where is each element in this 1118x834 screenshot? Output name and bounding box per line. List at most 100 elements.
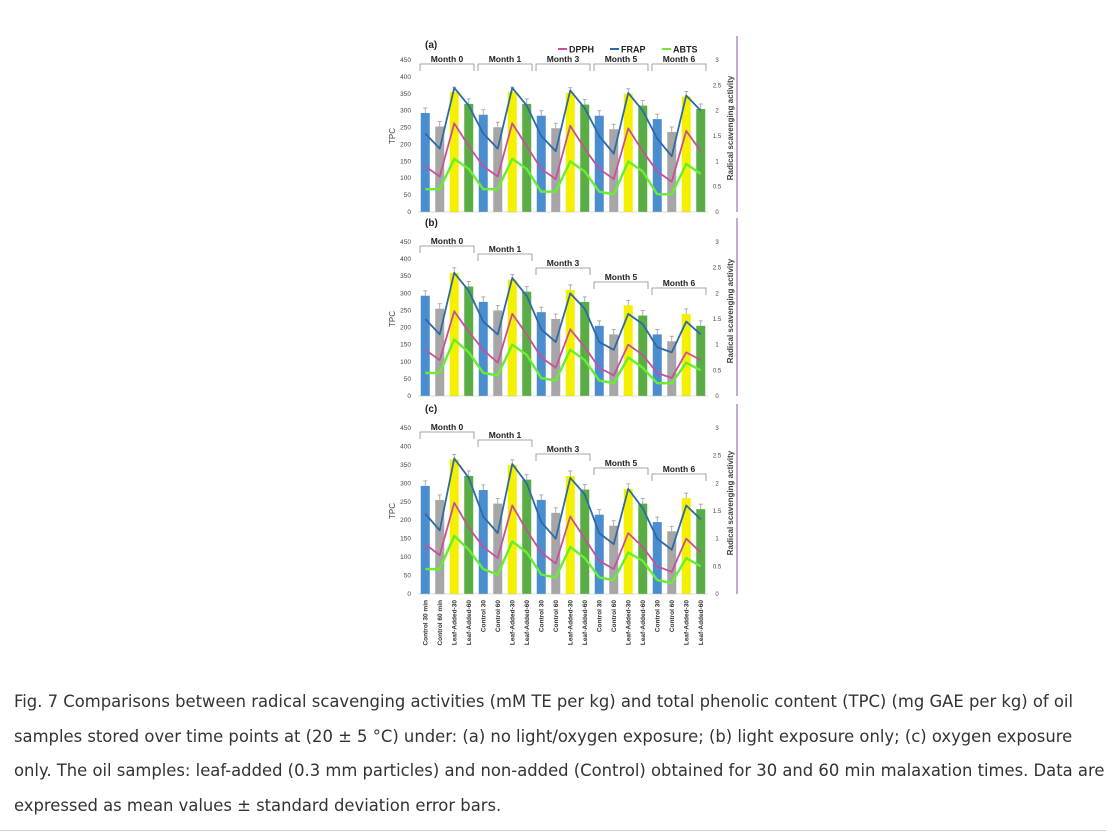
radical-tick-label: 2.5 [713, 83, 722, 89]
x-category-label: Leaf-Added-60 [524, 600, 531, 646]
tpc-bar [493, 127, 503, 212]
dpph-series-line [424, 310, 702, 379]
tpc-tick-label: 150 [400, 342, 411, 349]
panel-label: (c) [425, 404, 437, 415]
month-bracket [651, 63, 707, 71]
tpc-tick-label: 200 [400, 517, 411, 524]
tpc-bar [551, 319, 561, 396]
radical-tick-label: 2 [715, 291, 719, 297]
month-bracket [419, 431, 475, 439]
month-label: Month 5 [605, 458, 638, 468]
tpc-tick-label: 450 [400, 57, 411, 64]
abts-series-line [425, 338, 702, 385]
month-label: Month 5 [605, 272, 638, 282]
tpc-tick-label: 250 [400, 307, 411, 314]
tpc-tick-label: 300 [400, 290, 411, 297]
radical-tick-label: 0 [715, 210, 719, 216]
month-bracket [535, 453, 591, 461]
tpc-bar [536, 499, 546, 594]
x-category-label: Leaf-Added-60 [698, 600, 705, 646]
tpc-bar [507, 464, 517, 594]
month-bracket [593, 63, 649, 71]
tpc-bar [522, 479, 532, 594]
chart-svg: 050100150200250300350400450TPC00.511.522… [388, 36, 738, 646]
tpc-bar [594, 514, 604, 594]
month-bracket [477, 63, 533, 71]
x-category-label: Control 30 [654, 600, 661, 633]
month-bracket [593, 281, 649, 289]
abts-series-line [425, 157, 702, 196]
tpc-tick-label: 400 [400, 74, 411, 81]
tpc-bar [652, 522, 662, 594]
month-label: Month 5 [605, 54, 638, 64]
radical-axis-title: Radical scavenging activity [726, 450, 735, 555]
tpc-bar [551, 512, 561, 594]
tpc-tick-label: 450 [400, 425, 411, 432]
radical-tick-label: 3 [715, 58, 719, 64]
x-category-label: Control 30 [596, 600, 603, 633]
radical-tick-label: 3 [715, 240, 719, 246]
dpph-series-line [424, 501, 702, 573]
tpc-bar [609, 334, 619, 396]
tpc-tick-label: 50 [404, 192, 412, 199]
panel-label: (b) [425, 218, 438, 229]
frap-series-line [424, 457, 702, 551]
x-category-label: Leaf-Added-30 [683, 600, 690, 646]
tpc-bar [551, 128, 561, 212]
tpc-tick-label: 200 [400, 141, 411, 148]
legend-label: DPPH [569, 45, 594, 55]
panel-label: (a) [425, 40, 437, 51]
month-bracket [651, 473, 707, 481]
radical-axis-title: Radical scavenging activity [726, 258, 735, 363]
month-label: Month 1 [489, 244, 522, 254]
x-category-label: Leaf-Added-30 [625, 600, 632, 646]
tpc-axis-title: TPC [388, 311, 397, 327]
x-category-label: Leaf-Added-30 [451, 600, 458, 646]
month-bracket [477, 439, 533, 447]
month-bracket [419, 245, 475, 253]
month-label: Month 0 [431, 54, 464, 64]
chart-figure: 0 50 100 150 200 250 300 350 400 450 TPC 0 0.5 1 1.5 2 2… [378, 36, 742, 666]
month-bracket [535, 267, 591, 275]
x-category-label: Control 30 [480, 600, 487, 633]
radical-tick-label: 3 [715, 426, 719, 432]
tpc-tick-label: 250 [400, 499, 411, 506]
tpc-bar [464, 286, 474, 396]
bottom-divider [0, 830, 1106, 831]
radical-tick-label: 0 [715, 592, 719, 598]
tpc-bar [681, 498, 691, 594]
legend-label: FRAP [621, 45, 646, 55]
radical-tick-label: 2 [715, 109, 719, 115]
tpc-tick-label: 100 [400, 175, 411, 182]
tpc-tick-label: 350 [400, 91, 411, 98]
tpc-tick-label: 100 [400, 554, 411, 561]
month-label: Month 6 [663, 54, 696, 64]
tpc-bar [667, 531, 677, 594]
tpc-tick-label: 0 [407, 591, 411, 598]
figure-caption: Fig. 7 Comparisons between radical scave… [14, 692, 1105, 815]
tpc-bar [667, 341, 677, 396]
month-bracket [477, 253, 533, 261]
month-label: Month 6 [663, 278, 696, 288]
x-category-label: Control 30 [538, 600, 545, 633]
radical-tick-label: 0.5 [713, 185, 722, 191]
tpc-bar [507, 279, 517, 396]
legend-label: ABTS [673, 45, 698, 55]
radical-tick-label: 2 [715, 481, 719, 487]
tpc-bar [522, 103, 532, 212]
tpc-bar [623, 305, 633, 396]
tpc-tick-label: 350 [400, 462, 411, 469]
abts-series-line [425, 534, 702, 585]
tpc-bar [420, 485, 430, 594]
tpc-bar [638, 105, 648, 212]
month-label: Month 0 [431, 422, 464, 432]
tpc-tick-label: 450 [400, 239, 411, 246]
tpc-tick-label: 0 [407, 393, 411, 400]
tpc-bar [565, 289, 575, 396]
radical-tick-label: 1.5 [713, 509, 722, 515]
tpc-bar [565, 92, 575, 212]
radical-tick-label: 0.5 [713, 564, 722, 570]
tpc-tick-label: 0 [407, 209, 411, 216]
x-category-label: Control 60 min [437, 600, 444, 646]
tpc-bar [594, 325, 604, 396]
